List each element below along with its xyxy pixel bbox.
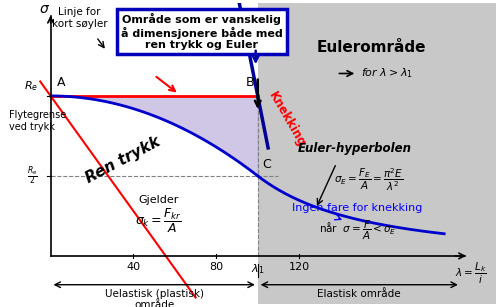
Text: $for\ \lambda > \lambda_1$: $for\ \lambda > \lambda_1$ [361,67,413,80]
Text: Gjelder: Gjelder [138,195,178,205]
Text: 40: 40 [126,262,140,272]
Bar [258,3,496,304]
Text: Elastisk område: Elastisk område [318,289,401,299]
Text: $\sigma_k = \dfrac{F_{kr}}{A}$: $\sigma_k = \dfrac{F_{kr}}{A}$ [135,207,182,235]
Text: $R_e$: $R_e$ [24,79,38,93]
Text: 120: 120 [289,262,310,272]
Text: Område som er vanskelig
å dimensjonere både med
ren trykk og Euler: Område som er vanskelig å dimensjonere b… [121,13,283,50]
Text: Eulerområde: Eulerområde [317,41,426,55]
Text: B: B [245,76,254,89]
Text: Euler-hyperbolen: Euler-hyperbolen [298,142,412,155]
Text: $\lambda = \dfrac{L_k}{i}$: $\lambda = \dfrac{L_k}{i}$ [455,261,487,286]
Text: A: A [57,76,65,89]
Text: Flytegrense
ved trykk: Flytegrense ved trykk [9,110,67,132]
Text: C: C [262,158,271,171]
Text: Knekking: Knekking [266,90,308,150]
Text: når  $\sigma = \dfrac{F}{A} < \sigma_E$: når $\sigma = \dfrac{F}{A} < \sigma_E$ [319,219,396,242]
Text: $\frac{R_e}{2}$: $\frac{R_e}{2}$ [27,165,38,187]
Text: 80: 80 [209,262,223,272]
Text: $\lambda_1$: $\lambda_1$ [251,262,265,276]
Text: Ingen fare for knekking: Ingen fare for knekking [292,203,422,213]
Text: Uelastisk (plastisk)
område: Uelastisk (plastisk) område [105,289,204,307]
Text: Linje for
kort søyler: Linje for kort søyler [52,7,107,29]
Text: Ren trykk: Ren trykk [83,134,163,186]
Text: $\sigma$: $\sigma$ [39,2,50,16]
Text: $\sigma_E = \dfrac{F_E}{A} = \dfrac{\pi^2 E}{\lambda^2}$: $\sigma_E = \dfrac{F_E}{A} = \dfrac{\pi^… [334,166,404,192]
